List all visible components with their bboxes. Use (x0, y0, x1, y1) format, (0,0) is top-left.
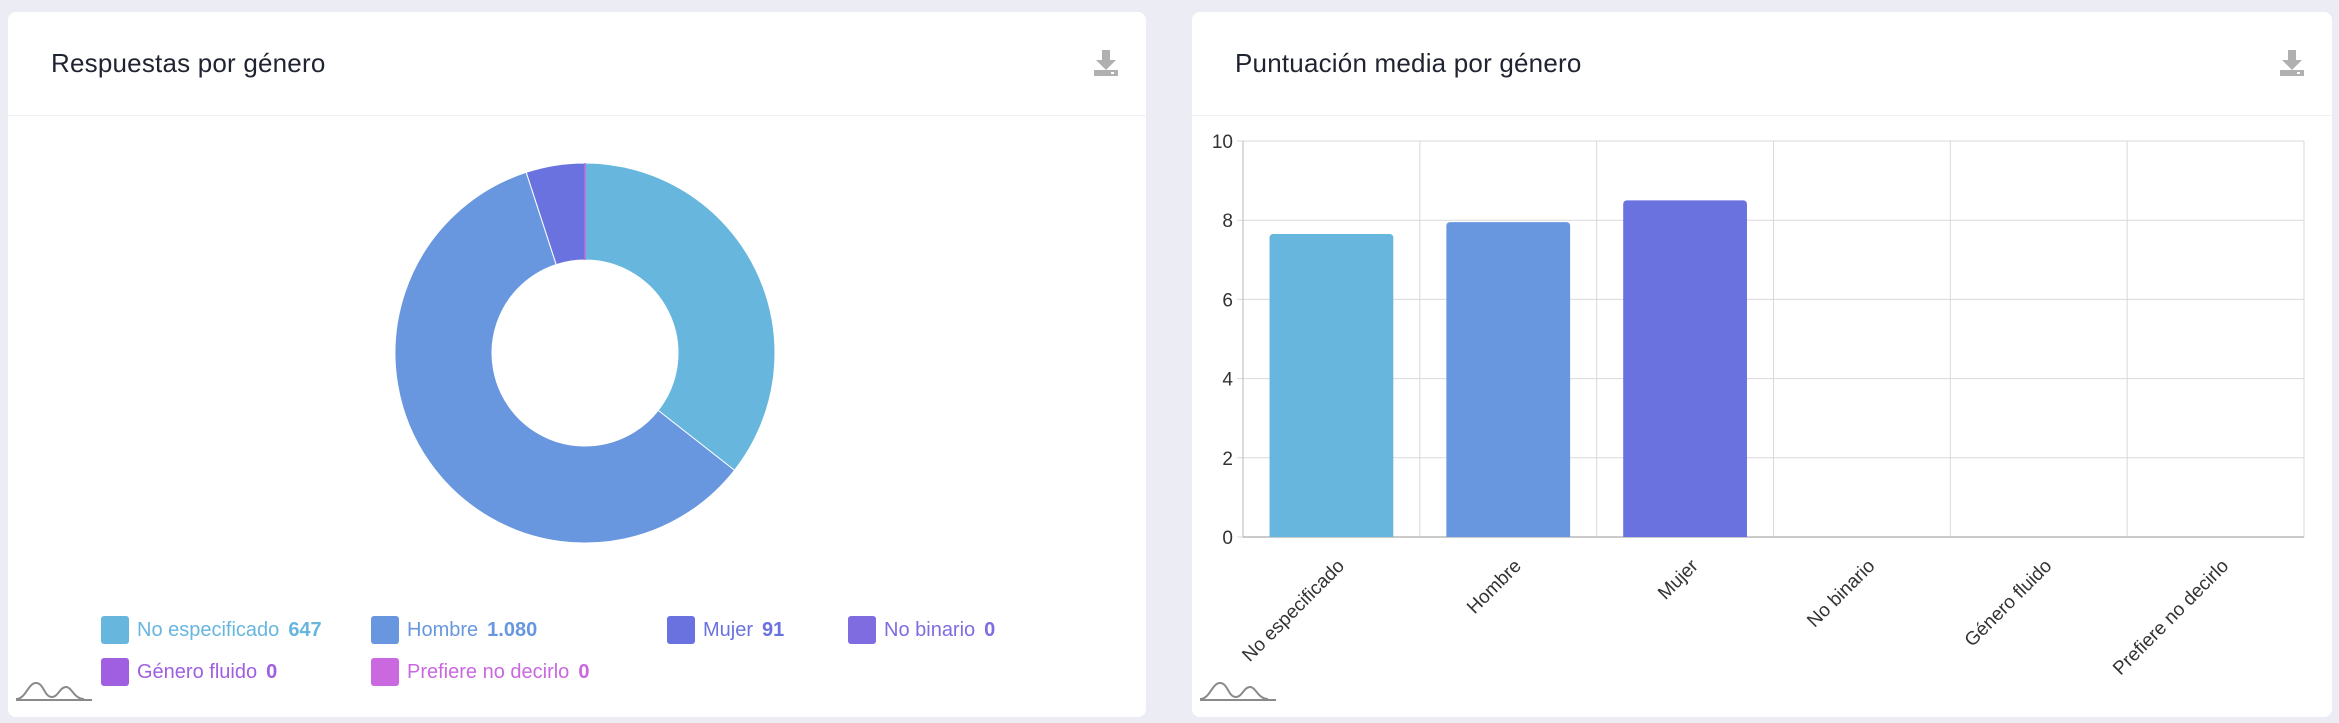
x-tick-label: No binario (1803, 556, 1879, 632)
donut-chart (394, 162, 776, 544)
x-tick-label: Mujer (1654, 555, 1703, 604)
x-tick-label: Prefiere no decirlo (2109, 556, 2233, 680)
x-tick-label: No especificado (1238, 556, 1348, 666)
legend-item[interactable]: Prefiere no decirlo 0 (371, 658, 589, 686)
legend-swatch (848, 616, 876, 644)
legend-value: 0 (266, 660, 278, 683)
legend-value: 0 (578, 660, 590, 683)
legend-value: 91 (762, 618, 785, 641)
legend-swatch (101, 658, 129, 686)
legend-swatch (101, 616, 129, 644)
x-tick-label: Hombre (1463, 556, 1526, 619)
x-tick-label: Género fluido (1961, 556, 2057, 652)
responses-by-gender-card: Respuestas por género No especificado 647… (8, 12, 1146, 717)
legend-swatch (667, 616, 695, 644)
legend-value: 0 (984, 618, 996, 641)
donut-legend: No especificado 647 Hombre 1.080 Mujer 91 No b… (101, 616, 1101, 706)
y-tick-label: 6 (1222, 290, 1233, 311)
legend-swatch (371, 616, 399, 644)
bar-chart: 0 2 4 6 8 10 No especificado Hombre Mujer No bina… (1212, 132, 2305, 680)
average-score-by-gender-card: Puntuación media por género 0 2 4 6 8 10 No es… (1192, 12, 2332, 717)
y-tick-label: 2 (1222, 449, 1233, 470)
legend-label: Mujer (703, 618, 754, 641)
donut-slice[interactable] (584, 162, 776, 471)
legend-value: 1.080 (487, 618, 538, 641)
card-title: Puntuación media por género (1235, 48, 1582, 78)
legend-label: Prefiere no decirlo (407, 660, 570, 683)
donut-slice[interactable] (394, 171, 736, 544)
legend-label: No binario (884, 618, 976, 641)
bar[interactable] (1446, 222, 1571, 537)
card-header: Puntuación media por género (1192, 12, 2332, 116)
bar[interactable] (1623, 200, 1747, 537)
y-tick-label: 8 (1222, 211, 1233, 232)
download-icon[interactable] (1092, 48, 1120, 78)
brand-logo-icon (15, 681, 92, 701)
legend-item[interactable]: Mujer 91 (667, 616, 784, 644)
legend-item[interactable]: Género fluido 0 (101, 658, 277, 686)
legend-swatch (371, 658, 399, 686)
y-tick-label: 0 (1222, 528, 1233, 549)
brand-logo-icon (1199, 681, 1276, 701)
card-title: Respuestas por género (51, 48, 326, 78)
bar[interactable] (1269, 234, 1394, 537)
card-header: Respuestas por género (8, 12, 1146, 116)
legend-item[interactable]: No especificado 647 (101, 616, 322, 644)
download-icon[interactable] (2278, 48, 2306, 78)
legend-label: Hombre (407, 618, 479, 641)
y-tick-label: 10 (1212, 132, 1233, 153)
legend-label: Género fluido (137, 660, 258, 683)
legend-label: No especificado (137, 618, 280, 641)
y-tick-label: 4 (1222, 370, 1233, 391)
legend-item[interactable]: No binario 0 (848, 616, 995, 644)
legend-item[interactable]: Hombre 1.080 (371, 616, 537, 644)
legend-value: 647 (288, 618, 322, 641)
